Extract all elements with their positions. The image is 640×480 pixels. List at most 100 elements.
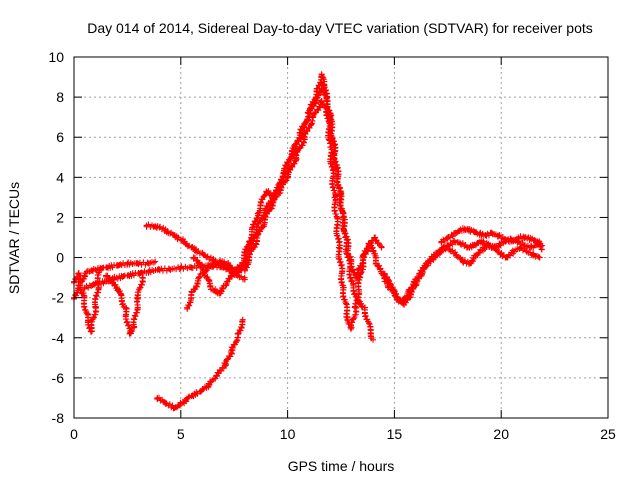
data-point <box>203 274 210 281</box>
data-point <box>199 250 206 257</box>
data-point <box>491 244 498 251</box>
data-point <box>530 252 537 259</box>
data-point <box>348 324 355 331</box>
data-point <box>320 82 327 89</box>
data-point <box>352 274 359 281</box>
data-point <box>370 336 377 343</box>
y-tick-label: 8 <box>56 89 64 105</box>
data-point <box>113 262 120 269</box>
data-point <box>470 228 477 235</box>
data-point <box>156 266 163 273</box>
data-point <box>81 284 88 291</box>
data-point <box>389 286 396 293</box>
data-point <box>122 304 129 311</box>
data-point <box>124 260 131 267</box>
data-point <box>305 110 312 117</box>
data-point <box>340 214 347 221</box>
data-point <box>103 272 110 279</box>
data-point <box>528 244 535 251</box>
data-point <box>523 248 530 255</box>
y-tick-label: 6 <box>56 129 64 145</box>
data-point <box>103 278 110 285</box>
x-tick-label: 25 <box>600 426 616 442</box>
data-point <box>457 226 464 233</box>
data-point <box>335 244 342 251</box>
y-tick-label: 0 <box>56 250 64 266</box>
data-point <box>254 210 261 217</box>
data-point <box>402 294 409 301</box>
data-point <box>267 204 274 211</box>
data-point <box>92 304 99 311</box>
data-point <box>344 314 351 321</box>
data-point <box>348 278 355 285</box>
data-point <box>235 330 242 337</box>
data-point <box>135 270 142 277</box>
data-point <box>502 236 509 243</box>
data-point <box>370 248 377 255</box>
y-tick-label: -8 <box>52 410 65 426</box>
data-point <box>355 298 362 305</box>
data-layer <box>71 71 545 412</box>
data-point <box>367 330 374 337</box>
data-point <box>440 244 447 251</box>
data-point <box>346 254 353 261</box>
x-tick-label: 10 <box>280 426 296 442</box>
data-point <box>489 230 496 237</box>
data-point <box>421 264 428 271</box>
data-point <box>83 268 90 275</box>
series-arc-8 <box>154 316 246 412</box>
data-point <box>188 264 195 271</box>
tick-layer: 0 5 10 15 20 25 -8 -6 -4 -2 0 2 4 6 8 10 <box>48 49 616 442</box>
data-point <box>352 304 359 311</box>
data-point <box>466 260 473 267</box>
data-point <box>293 154 300 161</box>
data-point <box>310 114 317 121</box>
x-tick-label: 15 <box>387 426 403 442</box>
data-point <box>536 254 543 261</box>
data-point <box>239 316 246 323</box>
data-point <box>434 250 441 257</box>
data-point <box>233 270 240 277</box>
data-point <box>207 262 214 269</box>
data-point <box>115 288 122 295</box>
data-point <box>472 252 479 259</box>
x-tick-label: 0 <box>70 426 78 442</box>
data-point <box>156 224 163 231</box>
data-point <box>483 232 490 239</box>
data-point <box>446 246 453 253</box>
chart-title: Day 014 of 2014, Sidereal Day-to-day VTE… <box>87 20 593 36</box>
y-tick-label: 10 <box>48 49 64 65</box>
data-point <box>380 270 387 277</box>
data-point <box>395 298 402 305</box>
data-point <box>515 234 522 241</box>
data-point <box>476 230 483 237</box>
data-point <box>113 274 120 281</box>
data-point <box>453 252 460 259</box>
data-point <box>496 232 503 239</box>
data-point <box>83 310 90 317</box>
data-point <box>139 274 146 281</box>
data-point <box>297 130 304 137</box>
data-point <box>188 392 195 399</box>
data-point <box>205 382 212 389</box>
series-arc-13 <box>382 242 543 305</box>
data-point <box>318 72 325 79</box>
data-point <box>190 254 197 261</box>
data-point <box>301 134 308 141</box>
data-point <box>517 244 524 251</box>
data-point <box>372 234 379 241</box>
data-point <box>177 236 184 243</box>
data-point <box>258 224 265 231</box>
data-point <box>511 248 518 255</box>
series-arc-11 <box>237 81 385 282</box>
data-point <box>92 266 99 273</box>
series-arc-14 <box>438 225 545 249</box>
data-point <box>476 238 483 245</box>
data-point <box>197 262 204 269</box>
data-point <box>179 398 186 405</box>
data-point <box>188 244 195 251</box>
data-point <box>508 238 515 245</box>
data-point <box>167 230 174 237</box>
